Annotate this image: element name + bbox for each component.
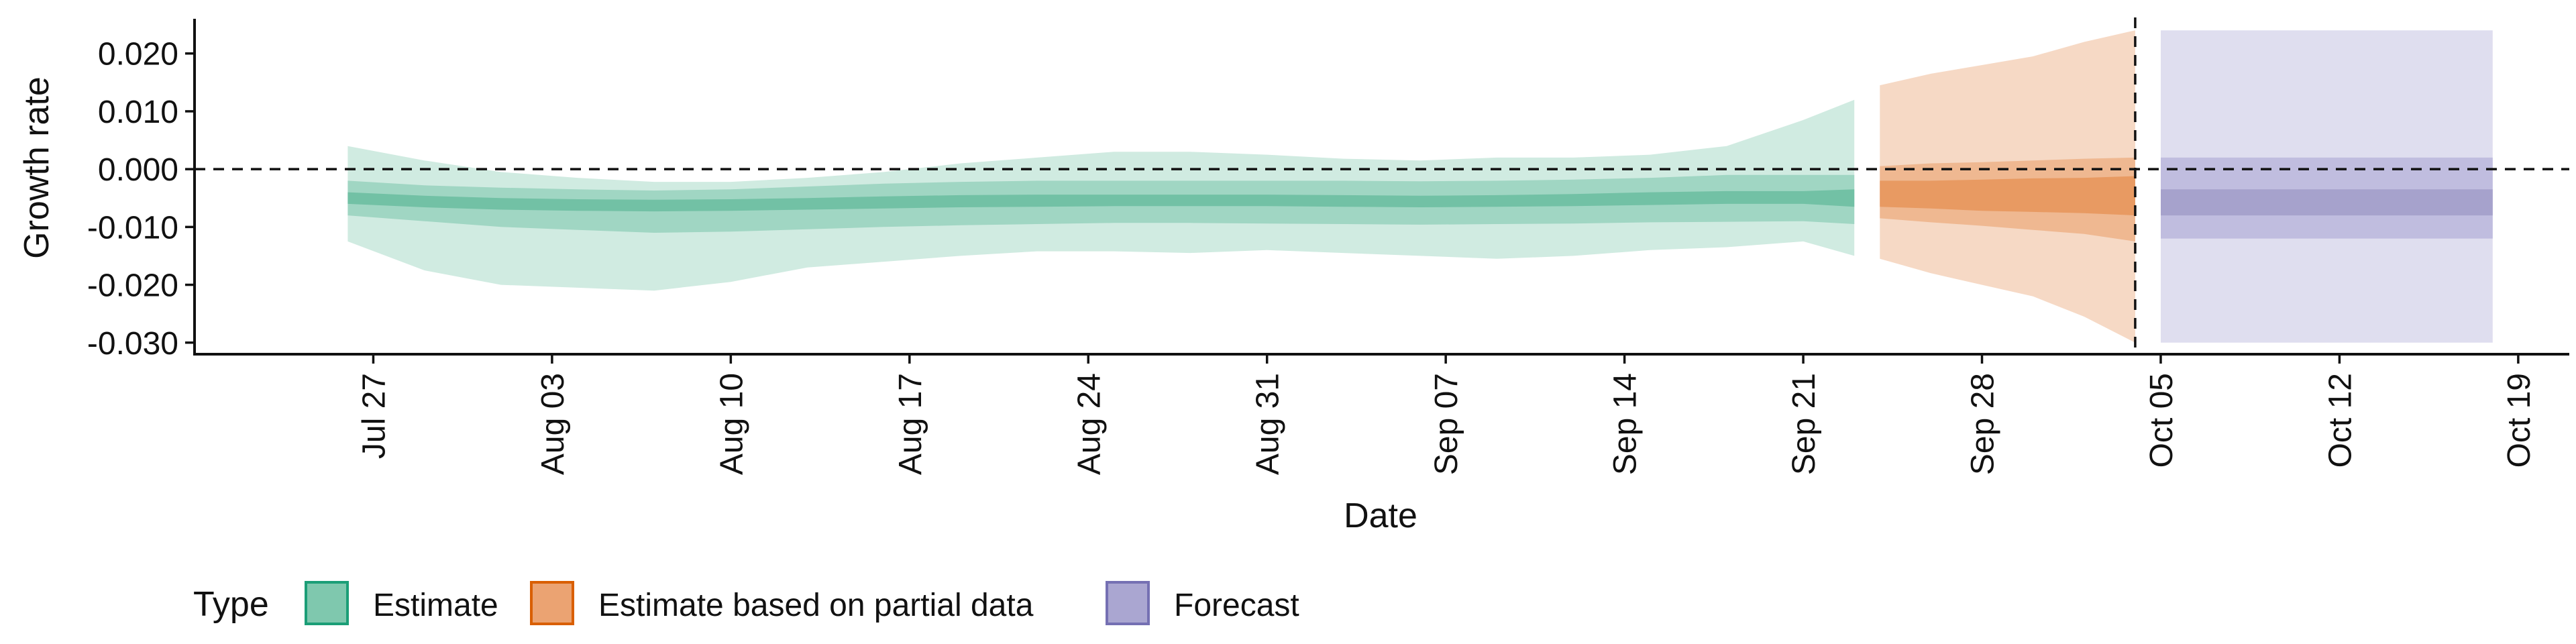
legend-item-estimate: Estimate bbox=[305, 581, 498, 625]
legend-item-forecast: Forecast bbox=[1106, 581, 1299, 625]
partial-band-20 bbox=[1880, 176, 2135, 216]
x-tick-label: Oct 05 bbox=[2144, 373, 2180, 468]
x-tick-label: Sep 21 bbox=[1786, 373, 1822, 475]
x-tick-label: Oct 12 bbox=[2322, 373, 2358, 468]
legend-swatch-estimate bbox=[305, 581, 349, 625]
x-tick-label: Sep 14 bbox=[1608, 373, 1644, 475]
x-tick-label: Sep 28 bbox=[1966, 373, 2001, 475]
x-tick-label: Aug 03 bbox=[535, 373, 571, 475]
y-tick-label: 0.020 bbox=[98, 37, 178, 72]
series-estimate bbox=[347, 99, 1855, 291]
estimate-band-20 bbox=[347, 189, 1855, 212]
legend-title: Type bbox=[193, 585, 269, 624]
y-tick-label: 0.010 bbox=[98, 95, 178, 130]
legend-label-partial: Estimate based on partial data bbox=[598, 588, 1034, 623]
legend-item-partial: Estimate based on partial data bbox=[530, 581, 1034, 625]
legend-swatch-forecast bbox=[1106, 581, 1150, 625]
series-partial bbox=[1880, 30, 2135, 343]
x-tick-label: Sep 07 bbox=[1429, 373, 1464, 475]
reference-lines bbox=[195, 17, 2569, 354]
x-tick-label: Aug 31 bbox=[1250, 373, 1286, 475]
y-tick-label: -0.010 bbox=[87, 210, 178, 246]
uncertainty-bands bbox=[347, 30, 2493, 343]
x-tick-label: Aug 10 bbox=[714, 373, 749, 475]
legend: Type Estimate Estimate based on partial d… bbox=[193, 581, 1299, 625]
y-axis-title: Growth rate bbox=[17, 76, 56, 259]
x-tick-label: Aug 24 bbox=[1071, 373, 1107, 475]
legend-label-forecast: Forecast bbox=[1174, 588, 1299, 623]
x-tick-label: Aug 17 bbox=[893, 373, 928, 475]
x-tick-label: Jul 27 bbox=[357, 373, 392, 459]
x-axis-title: Date bbox=[1344, 496, 1417, 535]
y-tick-label: -0.030 bbox=[87, 326, 178, 362]
legend-swatch-partial bbox=[530, 581, 574, 625]
y-tick-label: 0.000 bbox=[98, 152, 178, 188]
x-tick-label: Oct 19 bbox=[2502, 373, 2537, 468]
y-tick-label: -0.020 bbox=[87, 268, 178, 304]
series-forecast bbox=[2161, 30, 2493, 343]
axes: 0.020 0.010 0.000 -0.010 -0.020 -0.030 Jul 27 A… bbox=[87, 19, 2569, 475]
legend-label-estimate: Estimate bbox=[373, 588, 498, 623]
forecast-band-20 bbox=[2161, 189, 2493, 216]
